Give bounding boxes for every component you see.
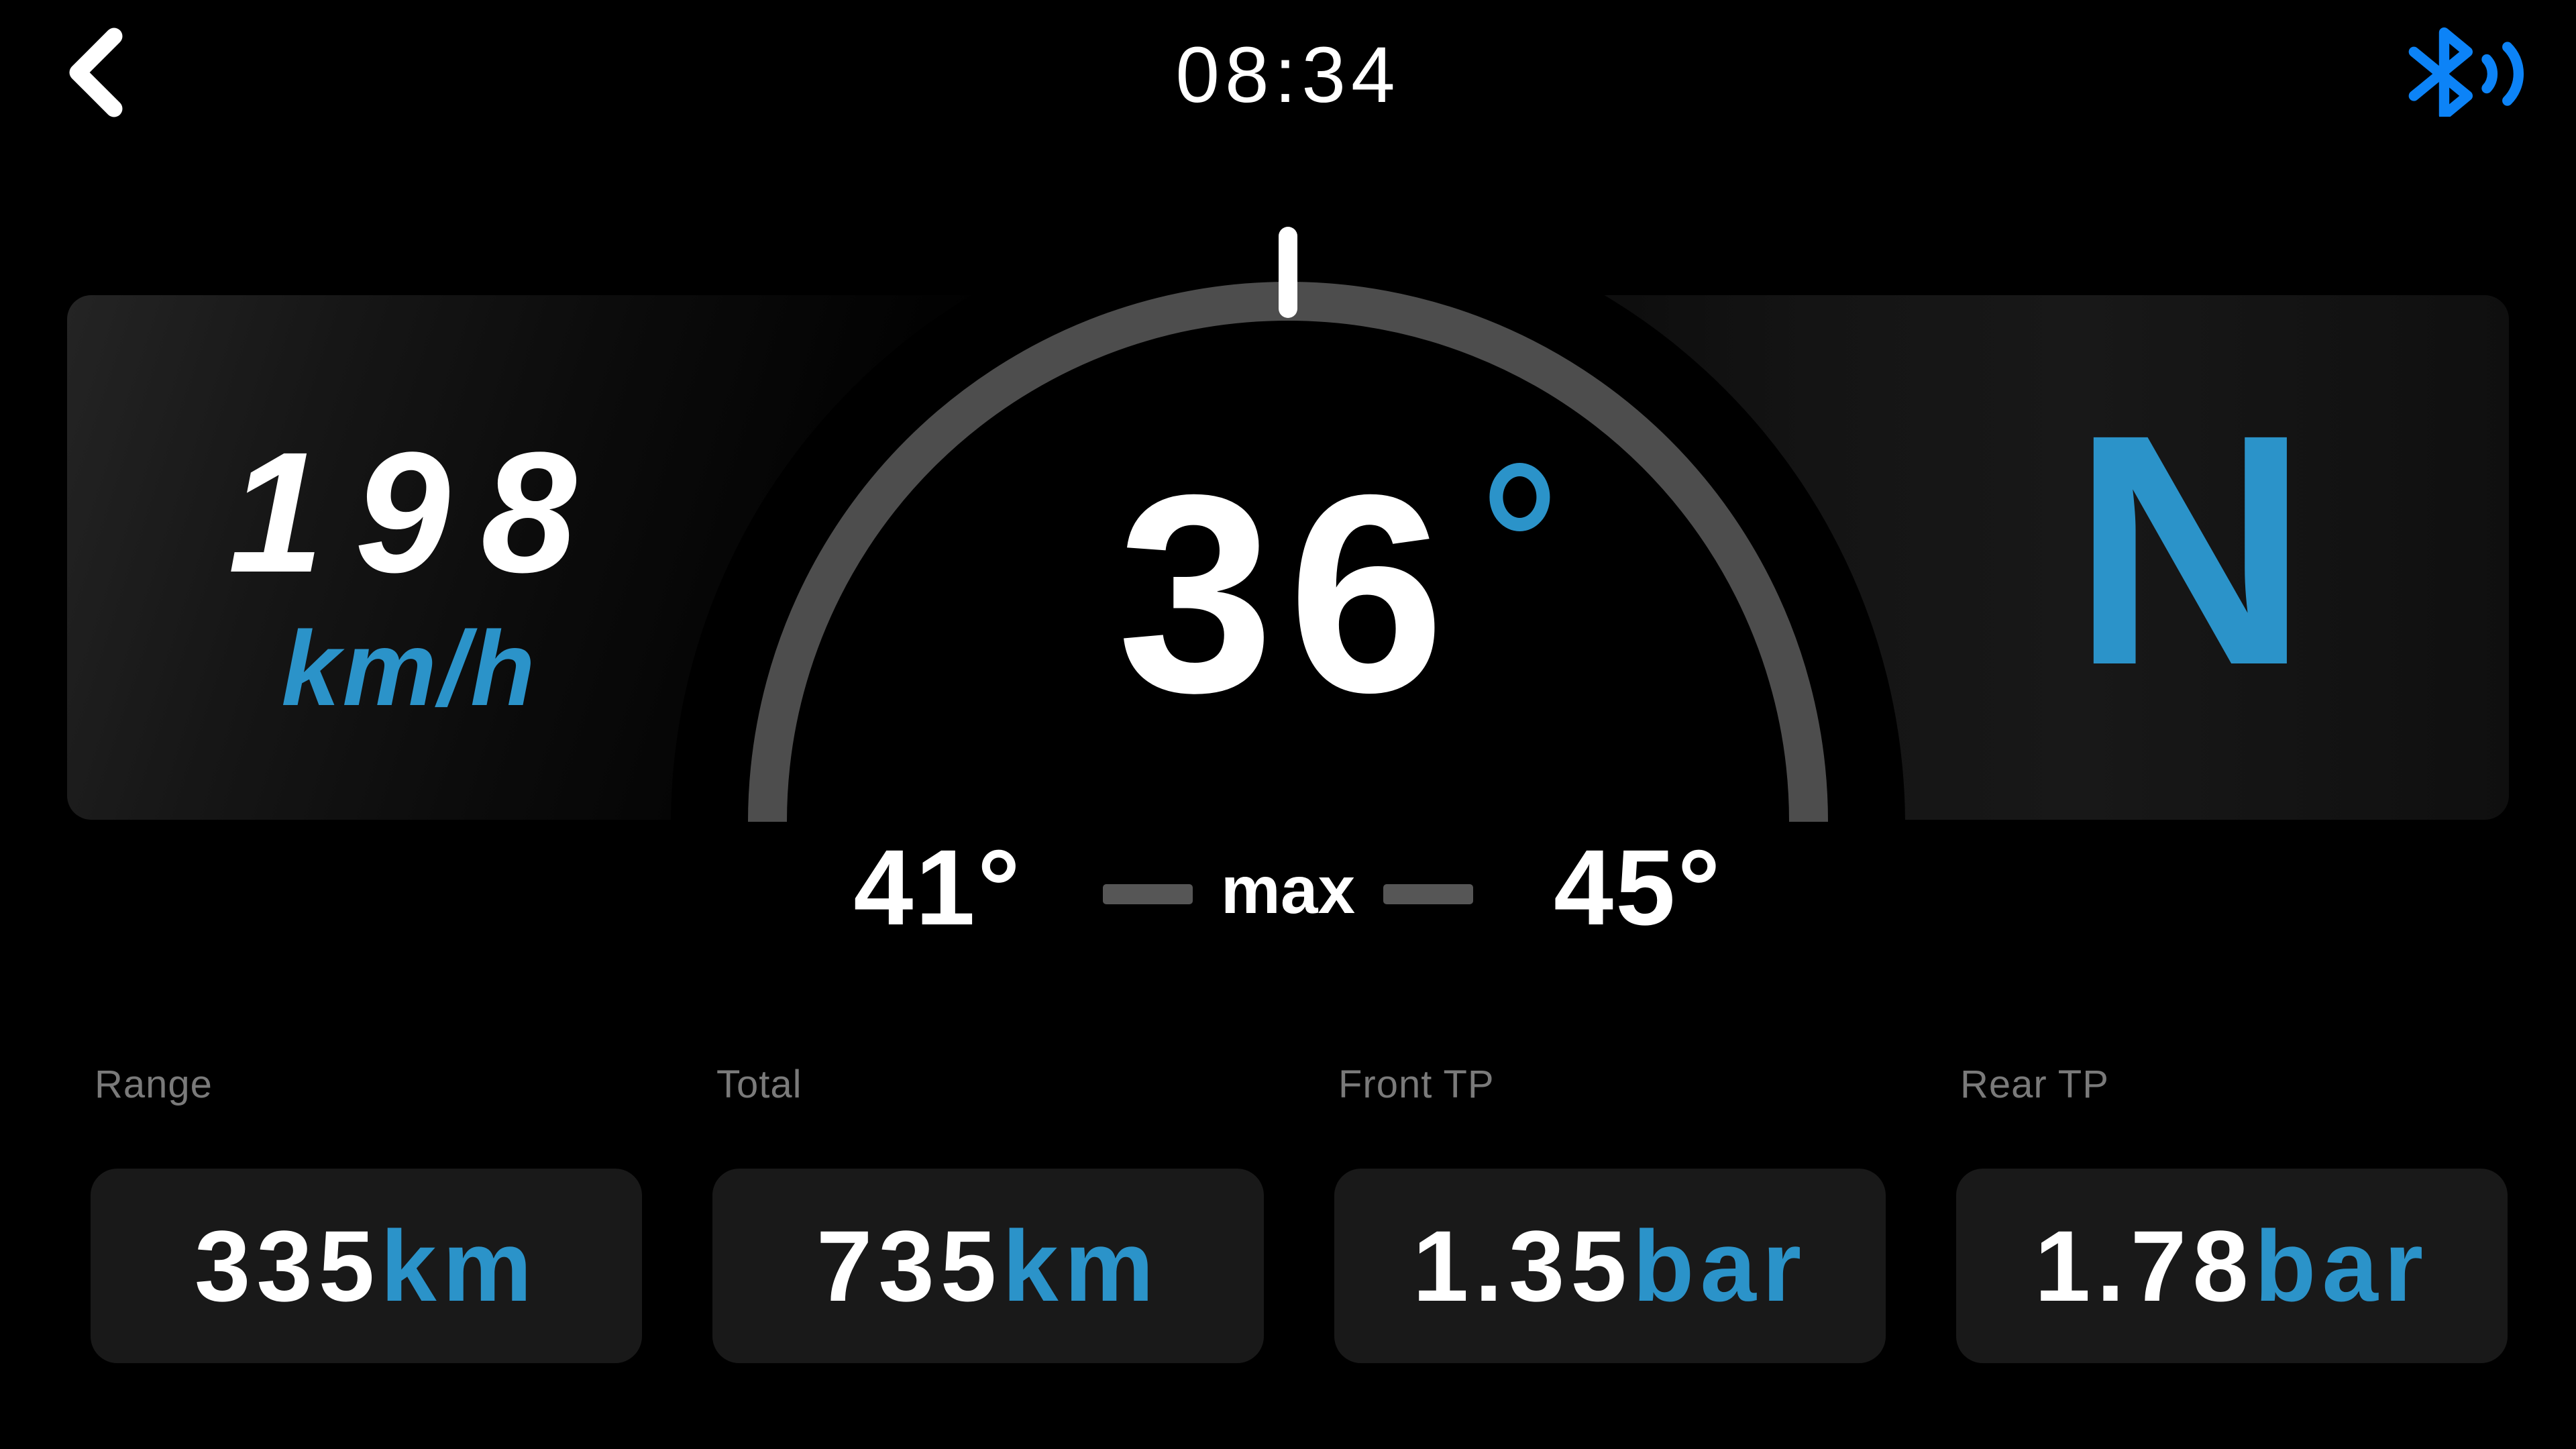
stat-unit: km (380, 1210, 539, 1322)
degree-ring-icon (1489, 463, 1550, 531)
speed-unit: km/h (281, 610, 537, 728)
stat-value: 735 (816, 1210, 1003, 1322)
stat-card-total: 735 km (712, 1169, 1264, 1363)
stat-label: Total (716, 1063, 802, 1106)
max-dash-left-icon (1102, 884, 1193, 904)
speed-value: 198 (228, 417, 608, 608)
max-label: max (1220, 853, 1356, 928)
lean-angle-value-block: 36 (1117, 453, 1550, 735)
stat-range: Range 335 km (91, 1062, 642, 1363)
back-button[interactable] (59, 25, 133, 119)
stat-label: Rear TP (1960, 1063, 2109, 1106)
lean-angle-value: 36 (1117, 437, 1459, 751)
compass-heading: N (2072, 366, 2309, 733)
stats-row: Range 335 km Total 735 km Front TP 1.35 … (91, 1062, 2508, 1363)
stat-unit: bar (1632, 1210, 1808, 1322)
stat-label: Front TP (1338, 1063, 1495, 1106)
stat-card-front-tp: 1.35 bar (1334, 1169, 1886, 1363)
lean-max-right: 45° (1554, 827, 1723, 947)
bluetooth-audio-icon (2408, 27, 2524, 117)
stat-value: 335 (194, 1210, 381, 1322)
stat-value: 1.78 (2034, 1210, 2255, 1322)
max-dash-right-icon (1383, 884, 1474, 904)
chevron-left-icon (69, 28, 123, 117)
lean-max-row: 41° max 45° (0, 834, 2576, 941)
stat-card-range: 335 km (91, 1169, 642, 1363)
stat-card-rear-tp: 1.78 bar (1956, 1169, 2508, 1363)
stat-front-tp: Front TP 1.35 bar (1334, 1062, 1886, 1363)
lean-max-left: 41° (853, 827, 1022, 947)
stat-rear-tp: Rear TP 1.78 bar (1956, 1062, 2508, 1363)
stat-total: Total 735 km (712, 1062, 1264, 1363)
stat-value: 1.35 (1412, 1210, 1633, 1322)
stat-unit: km (1002, 1210, 1161, 1322)
stat-label: Range (95, 1063, 213, 1106)
stat-unit: bar (2254, 1210, 2430, 1322)
speed-display: 198 km/h (211, 427, 608, 722)
status-clock: 08:34 (1175, 31, 1401, 119)
